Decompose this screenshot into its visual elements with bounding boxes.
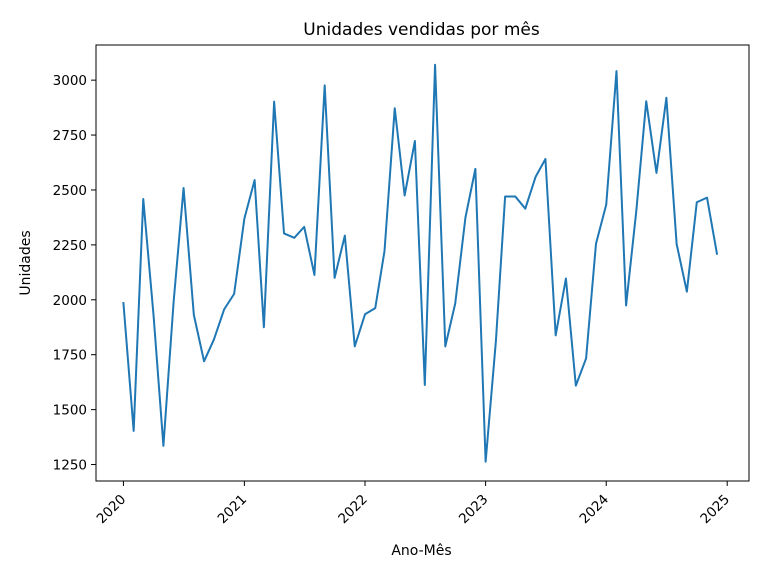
y-axis: 1250 1500 1750 2000 2250 2500 2750 3000 (53, 73, 96, 474)
data-point-2022-06 (414, 140, 416, 142)
data-point-2023-11 (585, 357, 587, 359)
data-point-2020-12 (233, 293, 235, 295)
plot-frame (95, 44, 750, 482)
data-point-2022-10 (454, 303, 456, 305)
data-point-2023-03 (504, 196, 506, 198)
y-tick-label: 2000 (53, 293, 87, 309)
data-point-2022-01 (364, 313, 366, 315)
chart-title: Unidades vendidas por mês (303, 20, 540, 40)
plot-area (122, 63, 719, 463)
data-point-2024-04 (635, 210, 637, 212)
data-point-2021-12 (354, 345, 356, 347)
y-tick-label: 1750 (53, 348, 87, 364)
data-point-2024-06 (655, 172, 657, 174)
data-point-2021-09 (324, 84, 326, 86)
data-point-2021-08 (313, 274, 315, 276)
data-point-2022-04 (394, 107, 396, 109)
data-point-2023-01 (485, 461, 487, 463)
data-point-2020-10 (213, 338, 215, 340)
data-point-2021-04 (273, 101, 275, 103)
data-point-2022-03 (384, 250, 386, 252)
y-tick-label: 1500 (53, 403, 87, 419)
data-point-2023-05 (524, 208, 526, 210)
data-point-2020-11 (223, 308, 225, 310)
data-point-2023-12 (595, 243, 597, 245)
data-point-2021-06 (293, 237, 295, 239)
data-point-2021-01 (243, 218, 245, 220)
data-point-2020-03 (142, 198, 144, 200)
data-point-2021-03 (263, 326, 265, 328)
data-point-2022-08 (434, 64, 436, 66)
data-point-2024-07 (665, 97, 667, 99)
data-point-2020-07 (183, 187, 185, 189)
data-point-2022-12 (474, 168, 476, 170)
data-point-2020-04 (153, 314, 155, 316)
y-tick-label: 2500 (53, 183, 87, 199)
data-point-2024-11 (706, 197, 708, 199)
data-point-2024-05 (645, 100, 647, 102)
data-point-2022-09 (444, 345, 446, 347)
data-point-2023-02 (495, 341, 497, 343)
y-axis-label: Unidades (18, 230, 34, 295)
data-point-2023-04 (514, 196, 516, 198)
y-tick-label: 1250 (53, 458, 87, 474)
data-point-2022-02 (374, 307, 376, 309)
data-point-2022-07 (424, 384, 426, 386)
data-point-2021-11 (344, 235, 346, 237)
data-point-2021-05 (283, 232, 285, 234)
data-point-2023-10 (575, 385, 577, 387)
data-point-2021-02 (254, 179, 256, 181)
data-point-2023-09 (565, 277, 567, 279)
data-point-2024-03 (625, 305, 627, 307)
series-line-units-sold (122, 63, 719, 463)
data-point-2020-09 (203, 360, 205, 362)
data-point-2022-11 (464, 216, 466, 218)
data-point-2020-01 (122, 302, 124, 304)
data-point-2020-06 (173, 300, 175, 302)
data-point-2024-08 (676, 243, 678, 245)
data-point-2020-05 (162, 445, 164, 447)
data-point-2021-07 (303, 226, 305, 228)
y-tick-label: 2250 (53, 238, 87, 254)
x-axis-label: Ano-Mês (391, 543, 451, 559)
y-tick-label: 3000 (53, 73, 87, 89)
data-point-2024-09 (686, 291, 688, 293)
data-point-2024-10 (696, 201, 698, 203)
data-point-2021-10 (334, 277, 336, 279)
data-point-2022-05 (404, 194, 406, 196)
data-point-2024-01 (605, 204, 607, 206)
data-point-2020-08 (193, 314, 195, 316)
data-point-2020-02 (133, 430, 135, 432)
data-point-2024-02 (615, 70, 617, 72)
data-point-2024-12 (716, 253, 718, 255)
data-point-2023-06 (535, 176, 537, 178)
data-point-2023-08 (555, 334, 557, 336)
data-point-2023-07 (544, 158, 546, 160)
y-tick-label: 2750 (53, 128, 87, 144)
